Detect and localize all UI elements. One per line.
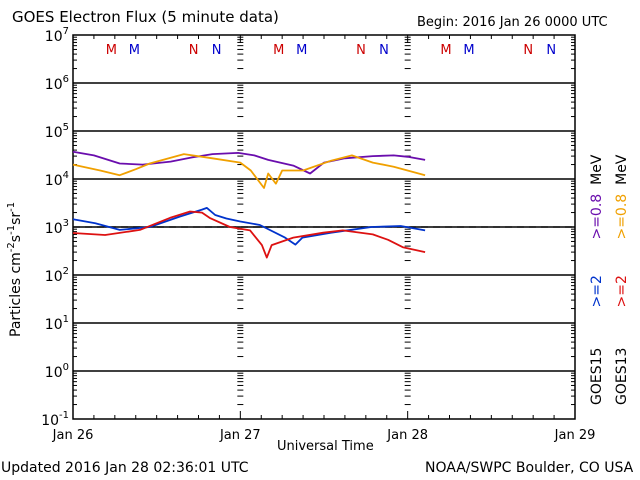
y-axis-label: Particles cm-2s-1sr-1 — [6, 202, 24, 337]
legend-goes13-mev: MeV — [614, 154, 630, 185]
local-time-marker: M — [440, 43, 451, 58]
legend-goes15-ge2: >=2 — [589, 275, 605, 308]
y-label-exponent: -1 — [6, 201, 17, 212]
chart-title: GOES Electron Flux (5 minute data) — [12, 8, 279, 26]
y-tick-base: 10 — [45, 221, 63, 237]
y-tick-exponent: 0 — [63, 362, 69, 373]
y-tick-base: 10 — [45, 29, 63, 45]
legend-goes13: GOES13 >=2 >=0.8 MeV — [614, 155, 630, 405]
y-tick-base: 10 — [41, 413, 59, 429]
y-tick-base: 10 — [45, 125, 63, 141]
legend-goes15: GOES15 >=2 >=0.8 MeV — [589, 155, 605, 405]
local-time-marker: N — [523, 43, 533, 58]
y-label-text: sr — [8, 211, 24, 225]
y-tick-exponent: 5 — [63, 122, 69, 133]
local-time-marker: N — [212, 43, 222, 58]
legend-goes13-label: GOES13 — [614, 347, 630, 405]
y-label-text: s — [8, 234, 24, 243]
legend-goes15-label: GOES15 — [589, 347, 605, 405]
updated-timestamp: Updated 2016 Jan 28 02:36:01 UTC — [1, 460, 249, 476]
local-time-marker: M — [273, 43, 284, 58]
y-tick-exponent: 2 — [63, 266, 69, 277]
begin-time: Begin: 2016 Jan 26 0000 UTC — [417, 15, 608, 30]
y-tick-label: 104 — [45, 170, 69, 189]
legend-goes13-ge2: >=2 — [614, 275, 630, 308]
x-tick-label: Jan 27 — [219, 428, 261, 443]
x-tick-label: Jan 26 — [52, 428, 94, 443]
x-axis-label: Universal Time — [277, 439, 374, 454]
x-tick-label: Jan 28 — [386, 428, 428, 443]
y-tick-exponent: 1 — [63, 314, 69, 325]
local-time-marker: M — [129, 43, 140, 58]
y-tick-label: 103 — [45, 218, 69, 237]
y-tick-label: 10-1 — [41, 410, 69, 429]
plot-frame — [72, 34, 576, 420]
y-tick-label: 102 — [45, 266, 69, 285]
local-time-marker: N — [189, 43, 199, 58]
series-line-goes13-ge2 — [72, 210, 426, 259]
legend-goes13-ge08: >=0.8 — [614, 193, 630, 240]
local-time-marker: M — [296, 43, 307, 58]
y-tick-label: 106 — [45, 74, 69, 93]
series-line-goes15-ge08 — [72, 150, 426, 175]
series-line-goes13-ge08 — [72, 153, 426, 189]
y-tick-exponent: -1 — [59, 410, 69, 421]
y-tick-label: 100 — [45, 362, 69, 381]
local-time-marker: M — [106, 43, 117, 58]
local-time-marker: N — [379, 43, 389, 58]
y-tick-exponent: 3 — [63, 218, 69, 229]
y-tick-label: 101 — [45, 314, 69, 333]
x-tick-label: Jan 29 — [554, 428, 596, 443]
y-tick-base: 10 — [45, 365, 63, 381]
y-tick-exponent: 6 — [63, 74, 69, 85]
local-time-marker: M — [463, 43, 474, 58]
local-time-marker: N — [546, 43, 556, 58]
y-tick-base: 10 — [45, 173, 63, 189]
y-tick-label: 107 — [45, 26, 69, 45]
y-tick-exponent: 4 — [63, 170, 69, 181]
y-label-exponent: -2 — [6, 242, 17, 253]
legend-goes15-ge08: >=0.8 — [589, 193, 605, 240]
y-tick-exponent: 7 — [63, 26, 69, 37]
y-label-exponent: -1 — [6, 224, 17, 235]
credit: NOAA/SWPC Boulder, CO USA — [425, 460, 634, 476]
y-tick-base: 10 — [45, 77, 63, 93]
y-label-text: Particles cm — [8, 252, 24, 337]
local-time-marker: N — [356, 43, 366, 58]
legend-goes15-mev: MeV — [589, 154, 605, 185]
y-tick-base: 10 — [45, 317, 63, 333]
y-tick-base: 10 — [45, 269, 63, 285]
y-tick-label: 105 — [45, 122, 69, 141]
